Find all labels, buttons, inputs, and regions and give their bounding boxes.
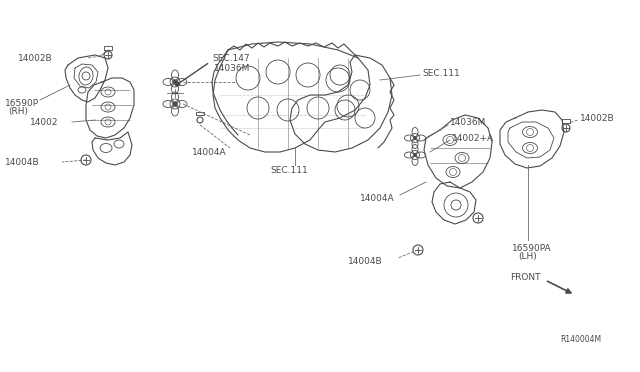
Text: R140004M: R140004M [560,336,601,344]
Text: 14004B: 14004B [348,257,383,266]
Text: 16590P: 16590P [5,99,39,108]
Text: FRONT: FRONT [510,273,541,282]
Text: 14002B: 14002B [580,113,614,122]
Text: 14002B: 14002B [18,54,52,62]
Text: 14002: 14002 [30,118,58,126]
Text: 14036M: 14036M [214,64,250,73]
Text: SEC.111: SEC.111 [270,166,308,174]
Circle shape [173,80,177,84]
Text: (LH): (LH) [518,251,537,260]
Circle shape [413,154,417,157]
Text: 14002+A: 14002+A [452,134,494,142]
Text: 16590PA: 16590PA [512,244,552,253]
Text: 14004A: 14004A [360,193,395,202]
Text: (RH): (RH) [8,106,28,115]
Circle shape [173,102,177,106]
Text: 14004B: 14004B [5,157,40,167]
Text: SEC.147: SEC.147 [212,54,250,62]
Circle shape [413,137,417,140]
Text: 14036M: 14036M [450,118,486,126]
Text: SEC.111: SEC.111 [422,68,460,77]
Text: 14004A: 14004A [192,148,227,157]
